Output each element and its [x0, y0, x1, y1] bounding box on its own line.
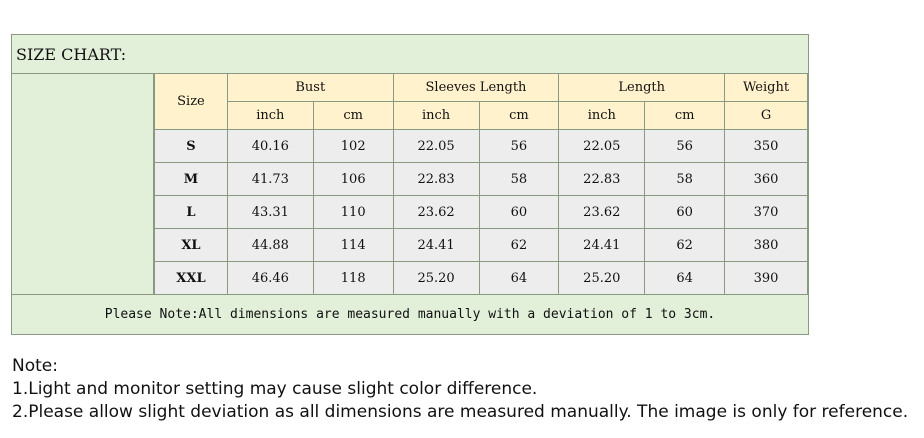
- weight-cell: 390: [724, 261, 808, 295]
- sleeve-inch-cell: 23.62: [392, 195, 480, 229]
- sleeve-inch-cell: 25.20: [392, 261, 480, 295]
- length-inch-unit: inch: [558, 101, 646, 130]
- bust-cm-cell: 110: [312, 195, 394, 229]
- bust-inch-cell: 44.88: [226, 228, 314, 262]
- notes-section: Note: 1.Light and monitor setting may ca…: [12, 355, 908, 424]
- size-chart: SIZE CHART: Size Bust Sleeves Length Len…: [11, 34, 809, 335]
- bust-cm-cell: 106: [312, 162, 394, 196]
- length-cm-cell: 60: [644, 195, 726, 229]
- table-header-row: Size Bust Sleeves Length Length Weight: [154, 73, 808, 130]
- notes-heading: Note:: [12, 356, 58, 376]
- table-row: XXL 46.46 118 25.20 64 25.20 64 390: [154, 261, 808, 295]
- weight-g-unit: G: [724, 101, 808, 130]
- length-inch-cell: 24.41: [558, 228, 646, 262]
- bust-inch-unit: inch: [226, 101, 314, 130]
- table-row: L 43.31 110 23.62 60 23.62 60 370: [154, 195, 808, 229]
- side-blank-cell: [12, 73, 154, 295]
- length-inch-cell: 22.83: [558, 162, 646, 196]
- weight-cell: 370: [724, 195, 808, 229]
- bust-inch-cell: 43.31: [226, 195, 314, 229]
- note-line: 2.Please allow slight deviation as all d…: [12, 402, 909, 422]
- sleeve-inch-cell: 24.41: [392, 228, 480, 262]
- bust-cm-cell: 102: [312, 129, 394, 163]
- length-header: Length: [558, 73, 726, 102]
- sleeve-inch-cell: 22.05: [392, 129, 480, 163]
- size-cell: L: [154, 195, 228, 229]
- measurement-note: Please Note:All dimensions are measured …: [104, 307, 716, 322]
- sleeves-inch-unit: inch: [392, 101, 480, 130]
- table-unit-row: inch cm inch cm inch cm G: [155, 101, 808, 130]
- sleeve-cm-cell: 56: [478, 129, 560, 163]
- size-cell: S: [154, 129, 228, 163]
- sleeve-cm-cell: 60: [478, 195, 560, 229]
- bust-inch-cell: 46.46: [226, 261, 314, 295]
- sleeves-cm-unit: cm: [478, 101, 560, 130]
- sleeve-cm-cell: 64: [478, 261, 560, 295]
- sleeve-cm-cell: 62: [478, 228, 560, 262]
- bust-header: Bust: [226, 73, 394, 102]
- table-row: XL 44.88 114 24.41 62 24.41 62 380: [154, 228, 808, 262]
- sleeve-inch-cell: 22.83: [392, 162, 480, 196]
- weight-cell: 380: [724, 228, 808, 262]
- weight-cell: 350: [724, 129, 808, 163]
- table-row: S 40.16 102 22.05 56 22.05 56 350: [154, 129, 808, 163]
- size-table: Size Bust Sleeves Length Length Weight i…: [154, 73, 808, 295]
- length-inch-cell: 22.05: [558, 129, 646, 163]
- sleeve-cm-cell: 58: [478, 162, 560, 196]
- size-header: Size: [154, 73, 228, 130]
- bust-inch-cell: 41.73: [226, 162, 314, 196]
- table-row: M 41.73 106 22.83 58 22.83 58 360: [154, 162, 808, 196]
- bust-cm-unit: cm: [312, 101, 394, 130]
- weight-header: Weight: [724, 73, 808, 102]
- length-cm-cell: 64: [644, 261, 726, 295]
- bust-cm-cell: 114: [312, 228, 394, 262]
- size-cell: M: [154, 162, 228, 196]
- length-cm-unit: cm: [644, 101, 726, 130]
- length-inch-cell: 25.20: [558, 261, 646, 295]
- size-cell: XL: [154, 228, 228, 262]
- length-cm-cell: 58: [644, 162, 726, 196]
- divider: [12, 294, 808, 295]
- length-cm-cell: 62: [644, 228, 726, 262]
- size-chart-title: SIZE CHART:: [16, 45, 127, 64]
- bust-inch-cell: 40.16: [226, 129, 314, 163]
- weight-cell: 360: [724, 162, 808, 196]
- note-line: 1.Light and monitor setting may cause sl…: [12, 379, 538, 399]
- size-cell: XXL: [154, 261, 228, 295]
- length-cm-cell: 56: [644, 129, 726, 163]
- sleeves-length-header: Sleeves Length: [392, 73, 560, 102]
- bust-cm-cell: 118: [312, 261, 394, 295]
- length-inch-cell: 23.62: [558, 195, 646, 229]
